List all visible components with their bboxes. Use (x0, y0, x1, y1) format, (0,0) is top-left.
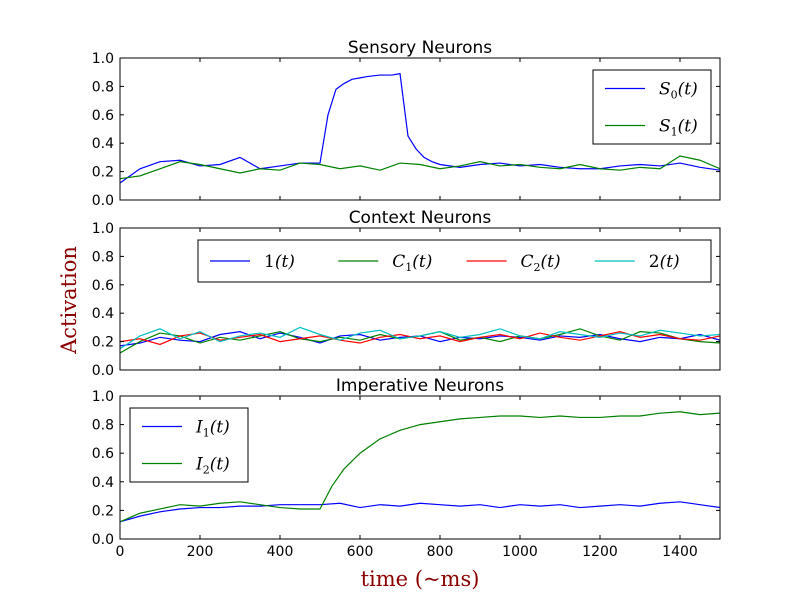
series-line-2 (120, 155, 720, 180)
axes-frame (119, 57, 721, 201)
series-line-4 (120, 326, 720, 350)
y-tick-label: 0.6 (92, 278, 114, 294)
y-tick-label: 0.2 (92, 503, 114, 519)
y-tick-label: 0.0 (92, 193, 114, 209)
y-tick-label: 0.8 (92, 249, 114, 265)
y-tick-label: 0.4 (92, 136, 114, 152)
panel-title: Sensory Neurons (348, 38, 492, 58)
y-tick-label: 0.6 (92, 108, 114, 124)
x-tick-label: 600 (347, 544, 374, 560)
series-line-1 (120, 501, 720, 523)
series-line-2 (120, 411, 720, 523)
panel-title: Context Neurons (349, 208, 492, 228)
series-line-1 (120, 72, 720, 184)
panel-3: 0.0 0.2 0.4 0.6 0.8 1.0 0 200 400 600 800 1000 1200 1… (92, 376, 721, 560)
legend: 1(t) C1(t) C2(t) 2(t) (197, 239, 712, 283)
y-tick-label: 0.2 (92, 165, 114, 181)
legend-label: I2(t) (195, 455, 230, 477)
x-axis-label: time (~ms) (361, 567, 480, 591)
legend-box (129, 407, 249, 483)
y-tick-label: 0.8 (92, 79, 114, 95)
legend-label: S1(t) (659, 117, 698, 139)
panel-title: Imperative Neurons (336, 376, 504, 396)
x-tick-label: 800 (427, 544, 454, 560)
legend-label: 2(t) (649, 252, 680, 272)
series-line-3 (120, 331, 720, 346)
y-tick-label: 0.0 (92, 363, 114, 379)
y-tick-label: 0.2 (92, 335, 114, 351)
axes-frame (119, 395, 721, 540)
y-tick-label: 0.8 (92, 418, 114, 434)
y-tick-label: 1.0 (92, 51, 114, 67)
legend-label: C1(t) (392, 252, 432, 274)
legend: S0(t) S1(t) (592, 69, 712, 145)
legend-label: I1(t) (195, 418, 230, 440)
legend-label: C2(t) (521, 252, 561, 274)
y-axis-label: Activation (57, 246, 81, 355)
x-tick-label: 200 (187, 544, 214, 560)
legend: I1(t) I2(t) (129, 407, 249, 483)
x-tick-label: 1400 (662, 544, 698, 560)
y-tick-label: 0.6 (92, 446, 114, 462)
series-line-2 (120, 328, 720, 354)
x-tick-label: 0 (116, 544, 125, 560)
axes-frame (119, 227, 721, 371)
legend-label: 1(t) (264, 252, 295, 272)
x-tick-label: 1000 (502, 544, 538, 560)
panel-2: 0.0 0.2 0.4 0.6 0.8 1.0 Context Neurons 1(t) C1(… (92, 208, 721, 379)
y-tick-label: 0.4 (92, 306, 114, 322)
x-tick-label: 1200 (582, 544, 618, 560)
legend-label: S0(t) (659, 80, 698, 102)
y-tick-label: 0.4 (92, 475, 114, 491)
y-tick-label: 1.0 (92, 221, 114, 237)
y-tick-label: 0.0 (92, 532, 114, 548)
panel-1: 0.0 0.2 0.4 0.6 0.8 1.0 Sensory Neurons S0(t) S1… (92, 38, 721, 209)
y-tick-label: 1.0 (92, 389, 114, 405)
legend-box (592, 69, 712, 145)
x-tick-label: 400 (267, 544, 294, 560)
